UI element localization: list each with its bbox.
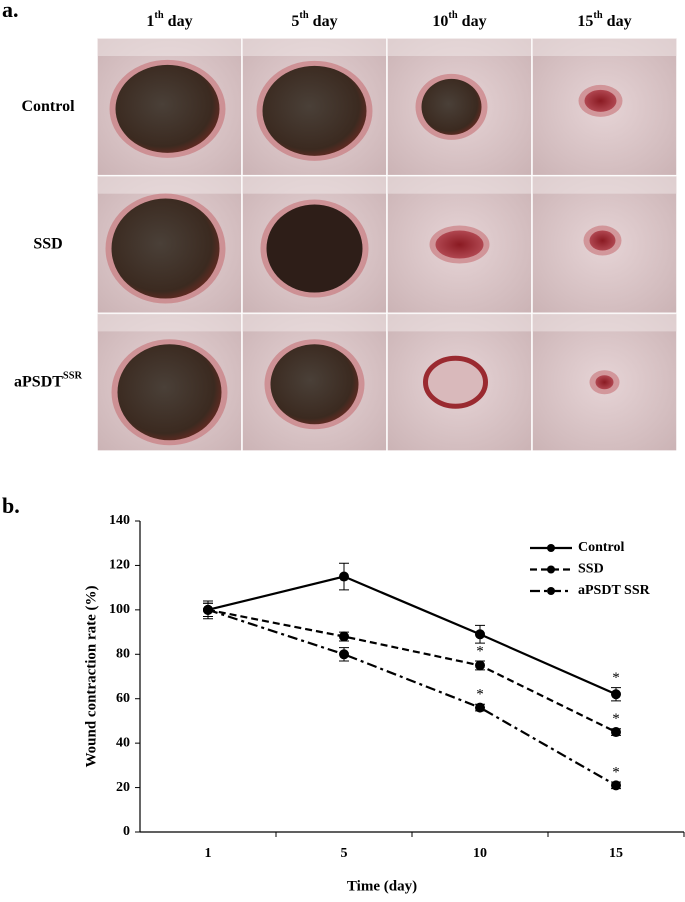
y-tick-label: 0: [123, 824, 130, 839]
photo-shade: [97, 313, 242, 332]
wound: [117, 344, 222, 441]
panel-label: b.: [2, 493, 20, 518]
row-label: aPSDTSSR: [14, 371, 82, 390]
legend-label: SSD: [578, 562, 604, 577]
data-point: [203, 604, 213, 615]
row-label: Control: [21, 98, 75, 115]
column-header-tail: day: [603, 13, 632, 30]
significance-marker: *: [612, 711, 620, 727]
data-point: [611, 689, 621, 700]
x-tick-label: 15: [609, 846, 623, 861]
y-tick-label: 80: [116, 647, 130, 662]
significance-marker: *: [476, 643, 484, 659]
significance-marker: *: [476, 687, 484, 703]
x-tick-label: 5: [341, 846, 348, 861]
legend-marker: [547, 587, 555, 595]
row-label-main: SSD: [33, 235, 62, 252]
photo-shade: [97, 175, 242, 194]
column-header-tail: day: [458, 13, 487, 30]
column-header-sup: th: [299, 10, 308, 21]
photo-shade: [532, 38, 677, 56]
data-point: [339, 649, 349, 660]
column-header: 10th day: [432, 10, 486, 29]
row-label-main: aPSDT: [14, 373, 63, 390]
wound: [595, 375, 614, 390]
column-header-main: 10: [432, 13, 448, 30]
photo-shade: [242, 38, 387, 56]
column-header-main: 15: [577, 13, 593, 30]
y-axis-title: Wound contraction rate (%): [83, 585, 99, 767]
column-header: 15th day: [577, 10, 631, 29]
row-label-sup: SSR: [63, 371, 83, 382]
wound: [270, 344, 359, 425]
data-point: [611, 780, 621, 791]
photo-shade: [532, 313, 677, 332]
data-point: [339, 571, 349, 582]
y-tick-label: 20: [116, 780, 130, 795]
wound: [423, 355, 488, 409]
data-point: [611, 727, 621, 738]
y-tick-label: 40: [116, 735, 130, 750]
data-point: [475, 660, 485, 671]
wound: [435, 230, 484, 259]
legend-marker: [547, 544, 555, 552]
photo-shade: [387, 175, 532, 194]
wound: [584, 89, 617, 112]
panel-label: a.: [2, 0, 19, 22]
significance-marker: *: [612, 764, 620, 780]
column-header: 5th day: [291, 10, 337, 29]
y-tick-label: 140: [109, 513, 130, 528]
wound: [262, 65, 367, 156]
x-axis-title: Time (day): [347, 878, 417, 894]
row-label: SSD: [33, 235, 62, 252]
y-tick-label: 60: [116, 691, 130, 706]
column-header-sup: th: [448, 10, 457, 21]
data-point: [475, 702, 485, 713]
row-label-main: Control: [21, 98, 75, 115]
wound: [421, 78, 482, 135]
series-line: [207, 608, 617, 787]
wound: [111, 198, 220, 299]
legend-marker: [547, 565, 555, 574]
photo-shade: [242, 313, 387, 332]
wound: [115, 64, 220, 153]
photo-shade: [242, 175, 387, 194]
x-tick-label: 10: [473, 846, 487, 861]
y-tick-label: 120: [109, 558, 130, 573]
y-tick-label: 100: [109, 602, 130, 617]
column-header-main: 5: [291, 13, 299, 30]
x-tick-label: 1: [205, 846, 212, 861]
wound: [589, 230, 616, 251]
column-header-sup: th: [593, 10, 602, 21]
photo-shade: [532, 175, 677, 194]
wound: [266, 204, 363, 293]
series-line: [207, 575, 617, 696]
photo-shade: [387, 313, 532, 332]
column-header-tail: day: [164, 13, 193, 30]
column-header-sup: th: [154, 10, 163, 21]
data-point: [339, 631, 349, 642]
photo-shade: [97, 38, 242, 56]
legend-label: aPSDT SSR: [578, 583, 651, 598]
legend-label: Control: [578, 540, 625, 555]
significance-marker: *: [612, 670, 620, 686]
column-header-tail: day: [309, 13, 338, 30]
data-point: [475, 629, 485, 640]
column-header: 1th day: [146, 10, 192, 29]
series-line: [207, 608, 617, 734]
photo-shade: [387, 38, 532, 56]
column-header-main: 1: [146, 13, 154, 30]
